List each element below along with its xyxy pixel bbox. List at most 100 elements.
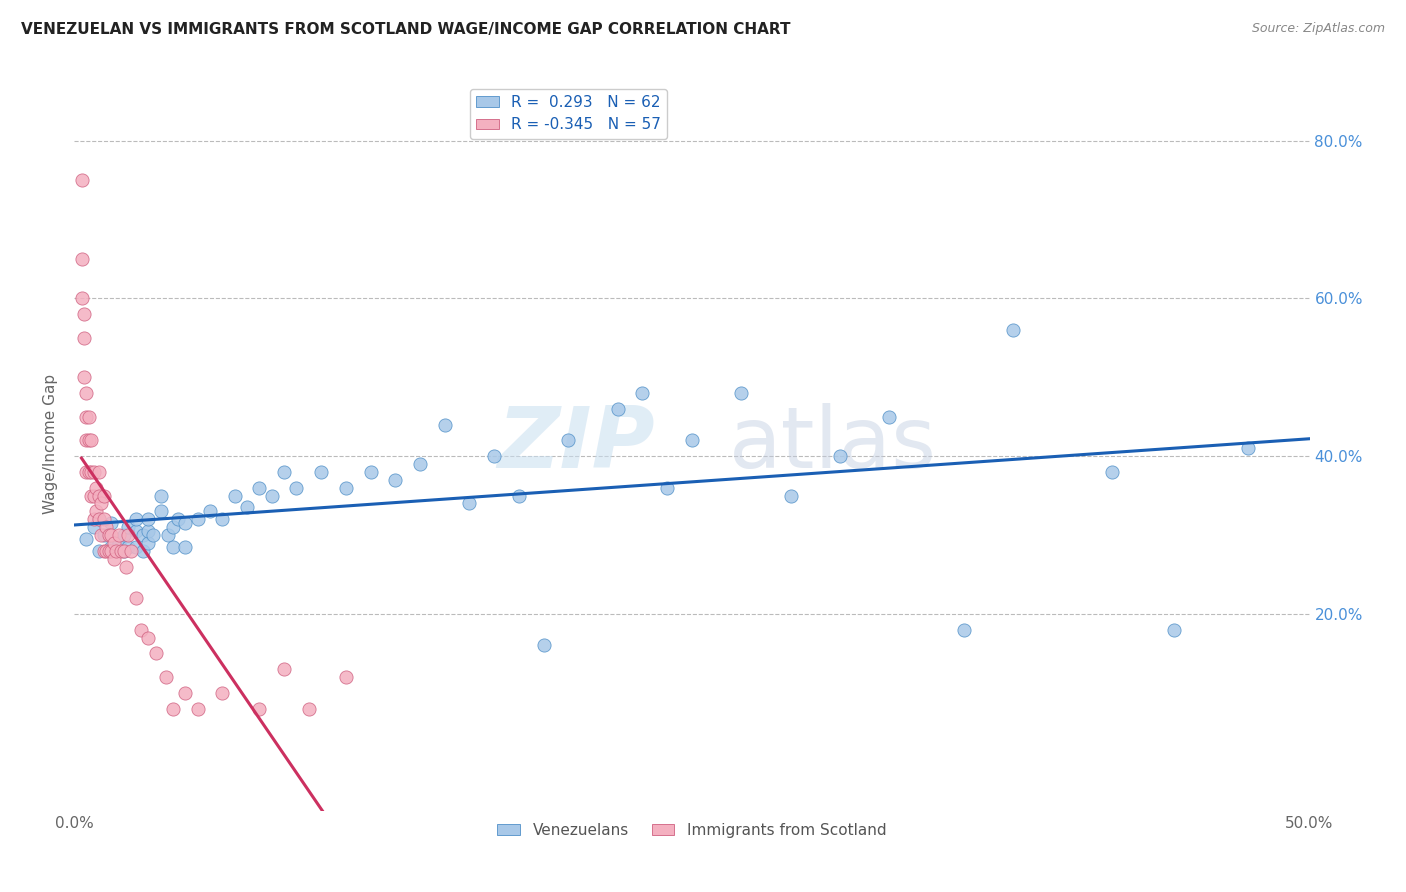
Point xyxy=(273,465,295,479)
Point xyxy=(211,686,233,700)
Point xyxy=(631,386,654,401)
Point xyxy=(335,670,357,684)
Point xyxy=(117,528,139,542)
Point xyxy=(247,701,270,715)
Point xyxy=(156,528,179,542)
Point xyxy=(77,409,100,424)
Point xyxy=(87,512,110,526)
Point xyxy=(335,481,357,495)
Point xyxy=(103,551,125,566)
Point xyxy=(285,481,308,495)
Point xyxy=(681,434,703,448)
Point xyxy=(533,639,555,653)
Point xyxy=(155,670,177,684)
Point xyxy=(80,465,103,479)
Point xyxy=(482,449,505,463)
Point xyxy=(162,540,184,554)
Point xyxy=(828,449,851,463)
Point xyxy=(96,544,118,558)
Point xyxy=(606,401,628,416)
Point xyxy=(73,307,96,321)
Point xyxy=(87,465,110,479)
Point xyxy=(90,528,112,542)
Point xyxy=(75,386,97,401)
Text: VENEZUELAN VS IMMIGRANTS FROM SCOTLAND WAGE/INCOME GAP CORRELATION CHART: VENEZUELAN VS IMMIGRANTS FROM SCOTLAND W… xyxy=(21,22,790,37)
Point xyxy=(87,544,110,558)
Point xyxy=(100,544,122,558)
Point xyxy=(879,409,901,424)
Point xyxy=(75,409,97,424)
Point xyxy=(162,520,184,534)
Point xyxy=(105,544,128,558)
Point xyxy=(174,540,197,554)
Point xyxy=(142,528,165,542)
Point xyxy=(93,544,115,558)
Point xyxy=(458,496,481,510)
Point xyxy=(83,520,105,534)
Point xyxy=(115,559,138,574)
Point xyxy=(112,528,135,542)
Point xyxy=(125,540,148,554)
Point xyxy=(110,544,132,558)
Point xyxy=(655,481,678,495)
Point xyxy=(1101,465,1123,479)
Point xyxy=(508,489,530,503)
Point xyxy=(97,544,120,558)
Point xyxy=(100,528,122,542)
Point xyxy=(136,524,159,538)
Point xyxy=(97,528,120,542)
Point xyxy=(211,512,233,526)
Point xyxy=(136,631,159,645)
Point xyxy=(77,465,100,479)
Point xyxy=(187,701,209,715)
Point xyxy=(70,252,93,266)
Point xyxy=(80,489,103,503)
Point xyxy=(86,504,108,518)
Point xyxy=(1236,442,1258,456)
Point xyxy=(90,496,112,510)
Point xyxy=(952,623,974,637)
Point xyxy=(132,528,155,542)
Point xyxy=(162,701,184,715)
Point xyxy=(100,540,122,554)
Point xyxy=(75,532,97,546)
Point xyxy=(117,540,139,554)
Point xyxy=(87,512,110,526)
Point xyxy=(125,591,148,606)
Point xyxy=(149,489,172,503)
Point xyxy=(112,544,135,558)
Point xyxy=(80,434,103,448)
Point xyxy=(120,544,142,558)
Point xyxy=(100,516,122,531)
Point xyxy=(125,524,148,538)
Y-axis label: Wage/Income Gap: Wage/Income Gap xyxy=(44,375,58,515)
Point xyxy=(149,504,172,518)
Point xyxy=(83,512,105,526)
Point xyxy=(779,489,801,503)
Point xyxy=(93,528,115,542)
Point xyxy=(83,465,105,479)
Point xyxy=(309,465,332,479)
Point xyxy=(224,489,246,503)
Point xyxy=(557,434,579,448)
Point xyxy=(409,457,432,471)
Point xyxy=(86,481,108,495)
Point xyxy=(132,544,155,558)
Point xyxy=(70,173,93,187)
Point xyxy=(93,512,115,526)
Point xyxy=(87,489,110,503)
Point xyxy=(260,489,283,503)
Point xyxy=(136,536,159,550)
Point xyxy=(107,528,129,542)
Point xyxy=(107,536,129,550)
Point xyxy=(93,489,115,503)
Point xyxy=(273,662,295,676)
Point xyxy=(174,516,197,531)
Point xyxy=(298,701,321,715)
Point xyxy=(103,536,125,550)
Point xyxy=(75,465,97,479)
Point xyxy=(1001,323,1024,337)
Point xyxy=(167,512,190,526)
Point xyxy=(136,512,159,526)
Point xyxy=(174,686,197,700)
